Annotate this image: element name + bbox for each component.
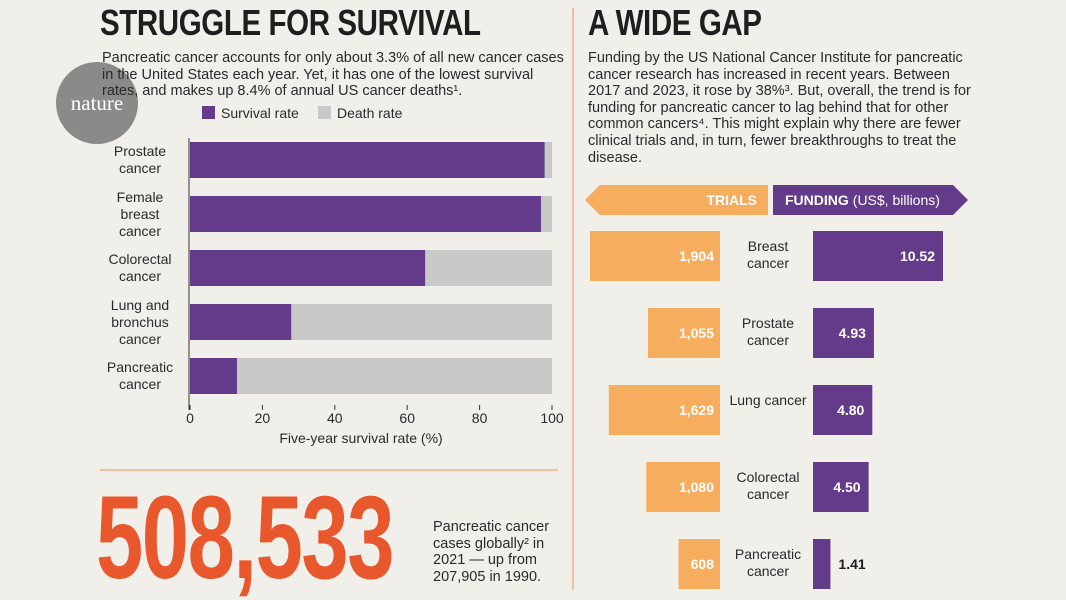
logo: nature: [71, 91, 123, 115]
value-label: 4.50: [833, 479, 860, 495]
category-label: Lung and bronchus cancer: [95, 292, 185, 352]
bar: [190, 304, 292, 340]
legend-label: Survival rate: [221, 105, 299, 121]
category-text: Colorectal cancer: [108, 251, 172, 284]
value-label: 1,904: [679, 248, 714, 264]
bar: [541, 196, 552, 232]
left-intro: Pancreatic cancer accounts for only abou…: [102, 50, 564, 100]
x-tick-label: 100: [540, 410, 564, 426]
category-label: Colorectal cancer: [95, 238, 185, 298]
series-header: FUNDING (US$, billions): [785, 192, 940, 208]
bar: [291, 304, 552, 340]
bar: [813, 462, 869, 512]
bar: [646, 462, 720, 512]
big-number: 508,533: [96, 472, 394, 600]
bar: [190, 250, 426, 286]
bar: [590, 231, 720, 281]
category-text: Lung and bronchus cancer: [110, 296, 170, 347]
legend-swatch: [202, 106, 215, 119]
x-tick-label: 20: [255, 410, 271, 426]
right-title: A WIDE GAP: [588, 2, 762, 43]
category-text: Female breast cancer: [116, 188, 164, 239]
bar: [813, 231, 943, 281]
category-label: Prostate cancer: [741, 315, 795, 348]
value-label: 1,080: [679, 479, 714, 495]
category-label: Pancreatic cancer: [734, 546, 802, 579]
right-intro: Funding by the US National Cancer Instit…: [588, 50, 971, 166]
category-label: Lung cancer: [729, 392, 807, 408]
x-tick-label: 0: [186, 410, 194, 426]
value-label: 4.93: [839, 325, 866, 341]
funding-header: [773, 185, 968, 215]
logo-badge: [56, 62, 138, 144]
bar: [678, 539, 720, 589]
category-label: Prostate cancer: [95, 130, 185, 190]
value-label: 1.41: [838, 556, 865, 572]
category-text: Prostate cancer: [113, 143, 167, 176]
left-title: STRUGGLE FOR SURVIVAL: [100, 2, 481, 43]
category-text: Pancreatic cancer: [106, 359, 174, 392]
x-axis-label: Five-year survival rate (%): [279, 430, 442, 446]
bar: [190, 196, 542, 232]
bar: [425, 250, 552, 286]
bar: [544, 142, 552, 178]
bar: [813, 308, 874, 358]
x-tick-label: 40: [327, 410, 343, 426]
category-label: Breast cancer: [746, 238, 790, 271]
trials-header: [585, 185, 768, 215]
value-label: 10.52: [900, 248, 935, 264]
legend-swatch: [318, 106, 331, 119]
value-label: 4.80: [837, 402, 864, 418]
series-unit: (US$, billions): [853, 192, 940, 208]
stat-text: Pancreatic cancer cases globally² in 202…: [433, 519, 550, 585]
series-header: TRIALS: [706, 192, 757, 208]
category-label: Female breast cancer: [95, 184, 185, 244]
value-label: 608: [691, 556, 715, 572]
bar: [190, 358, 238, 394]
x-tick-label: 80: [472, 410, 488, 426]
value-label: 1,055: [679, 325, 714, 341]
x-tick-label: 60: [399, 410, 415, 426]
category-label: Colorectal cancer: [736, 469, 800, 502]
bar: [608, 385, 720, 435]
bar: [647, 308, 720, 358]
series-name: FUNDING: [785, 192, 849, 208]
bar: [813, 385, 873, 435]
value-label: 1,629: [679, 402, 714, 418]
bar: [813, 539, 831, 589]
bar: [190, 142, 545, 178]
legend-label: Death rate: [337, 105, 403, 121]
bar: [237, 358, 552, 394]
category-label: Pancreatic cancer: [95, 346, 185, 406]
